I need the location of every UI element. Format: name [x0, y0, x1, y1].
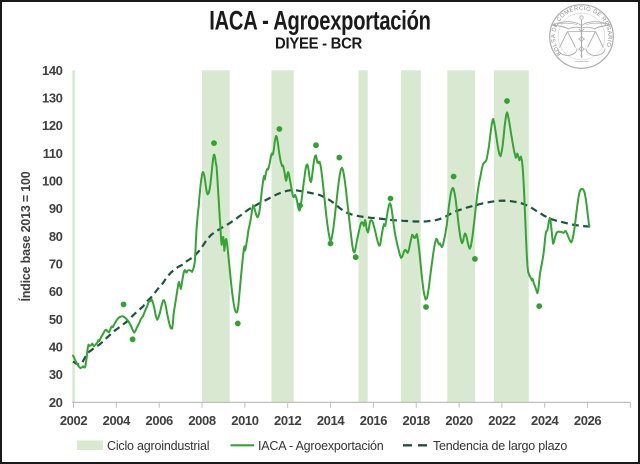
svg-text:2020: 2020	[445, 413, 472, 428]
svg-text:2010: 2010	[231, 413, 258, 428]
svg-text:20: 20	[49, 395, 63, 410]
svg-text:100: 100	[42, 174, 63, 189]
svg-text:2018: 2018	[403, 413, 430, 428]
svg-text:Ciclo agroindustrial: Ciclo agroindustrial	[107, 439, 209, 453]
svg-text:30: 30	[49, 367, 63, 382]
svg-text:2002: 2002	[60, 413, 87, 428]
svg-text:2014: 2014	[317, 413, 345, 428]
svg-text:Tendencia de largo plazo: Tendencia de largo plazo	[433, 439, 567, 453]
svg-text:2026: 2026	[574, 413, 601, 428]
svg-text:50: 50	[49, 312, 63, 327]
svg-text:80: 80	[49, 229, 63, 244]
svg-text:IACA - Agroexportación: IACA - Agroexportación	[258, 439, 384, 453]
svg-text:2022: 2022	[488, 413, 515, 428]
svg-text:2012: 2012	[274, 413, 301, 428]
svg-text:2004: 2004	[103, 413, 131, 428]
svg-text:DIYEE - BCR: DIYEE - BCR	[275, 35, 362, 53]
svg-text:140: 140	[42, 63, 63, 78]
svg-text:90: 90	[49, 201, 63, 216]
svg-text:70: 70	[49, 257, 63, 272]
svg-text:2008: 2008	[188, 413, 215, 428]
svg-text:2024: 2024	[531, 413, 559, 428]
svg-text:Índice base 2013 = 100: Índice base 2013 = 100	[18, 171, 33, 301]
svg-text:IACA - Agroexportación: IACA - Agroexportación	[209, 6, 430, 37]
svg-text:110: 110	[43, 146, 63, 161]
svg-text:2006: 2006	[146, 413, 173, 428]
svg-text:2016: 2016	[360, 413, 387, 428]
svg-text:40: 40	[49, 340, 63, 355]
svg-text:60: 60	[49, 284, 63, 299]
svg-text:120: 120	[42, 118, 63, 133]
svg-text:130: 130	[42, 91, 63, 106]
